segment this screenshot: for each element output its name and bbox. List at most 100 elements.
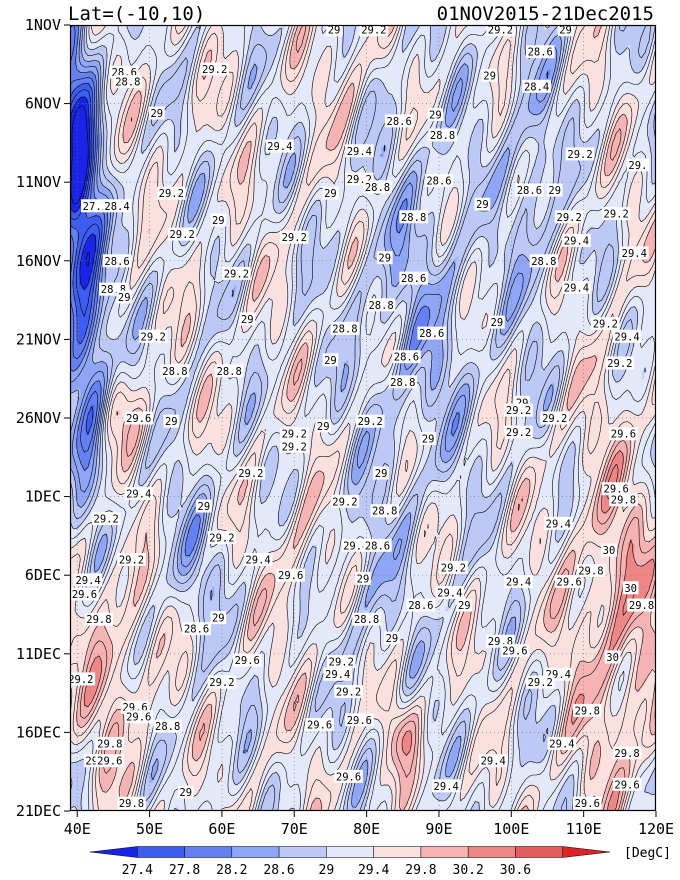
contour-label-bg bbox=[604, 650, 621, 664]
title-group: Lat=(-10,10) 01NOV2015-21Dec2015 bbox=[68, 3, 654, 25]
colorbar-swatch bbox=[137, 846, 185, 858]
contour-label: 29.6 bbox=[235, 655, 260, 667]
contour-label-bg bbox=[572, 796, 602, 810]
colorbar-level-label: 28.2 bbox=[216, 863, 247, 878]
contour-label: 29.4 bbox=[253, 812, 278, 824]
contour-label: 29.6 bbox=[557, 576, 582, 588]
contour-label: 29.8 bbox=[575, 705, 600, 717]
contour-label: 29.6 bbox=[72, 589, 97, 601]
colorbar-level-label: 28.6 bbox=[263, 863, 294, 878]
contour-label: 29.4 bbox=[437, 587, 462, 599]
contour-label-bg bbox=[326, 655, 356, 669]
contour-label-bg bbox=[612, 746, 642, 760]
colorbar: 27.4 27.8 28.2 28.6 29 29.4 29.8 30.2 30.6 [DegC] bbox=[89, 846, 671, 878]
contour-label-bg bbox=[81, 199, 110, 213]
contour-label-bg bbox=[540, 411, 570, 425]
contour-label-bg bbox=[366, 298, 396, 312]
contour-label-bg bbox=[544, 516, 573, 530]
contour-label-bg bbox=[323, 667, 352, 681]
colorbar-swatch bbox=[420, 846, 469, 858]
contour-label: 29 bbox=[339, 826, 352, 838]
contour-label-bg bbox=[70, 672, 96, 686]
contour-label: 29.2 bbox=[336, 687, 361, 699]
contour-label: 28.6 bbox=[426, 176, 451, 188]
x-tick-label: 120E bbox=[638, 820, 674, 838]
contour-label: 29.2 bbox=[332, 496, 357, 508]
y-tick-label: 6DEC bbox=[25, 566, 61, 584]
contour-label-bg bbox=[337, 825, 353, 838]
contour-label: 29.8 bbox=[611, 495, 636, 507]
contour-label: 29.4 bbox=[614, 331, 639, 343]
colorbar-swatch bbox=[562, 846, 611, 858]
contour-label-bg bbox=[619, 246, 649, 260]
contour-label: 28.6 bbox=[184, 624, 209, 636]
contour-label: 28.4 bbox=[104, 201, 129, 213]
contour-label-bg bbox=[341, 538, 371, 552]
contour-label-bg bbox=[160, 364, 190, 378]
contour-label: 29.8 bbox=[86, 614, 111, 626]
colorbar-swatch bbox=[89, 846, 138, 858]
contour-label: 28.6 bbox=[419, 328, 444, 340]
contour-label-bg bbox=[504, 403, 533, 417]
contour-label: 29.4 bbox=[75, 575, 100, 587]
contour-label-bg bbox=[370, 504, 400, 518]
contour-label-bg bbox=[207, 675, 237, 689]
contour-label: 29.4 bbox=[506, 576, 531, 588]
contour-label-bg bbox=[435, 585, 465, 599]
x-tick-label: 40E bbox=[64, 820, 91, 838]
contour-label-bg bbox=[326, 25, 342, 37]
contour-label-bg bbox=[156, 186, 186, 200]
contour-label-bg bbox=[504, 425, 533, 439]
contour-label: 29.4 bbox=[549, 738, 574, 750]
contour-label-bg bbox=[456, 598, 473, 612]
contour-label: 29.6 bbox=[336, 771, 361, 783]
contour-label: 28.6 bbox=[365, 540, 390, 552]
contour-label: 29.4 bbox=[267, 141, 292, 153]
contour-label-bg bbox=[601, 482, 631, 496]
contour-label: 29.2 bbox=[593, 319, 618, 331]
contour-label-bg bbox=[392, 350, 421, 364]
contour-label-bg bbox=[373, 466, 389, 480]
contour-label: 29 bbox=[378, 253, 391, 265]
contour-label-bg bbox=[359, 25, 389, 37]
contour-label: 29 bbox=[357, 573, 370, 585]
contour-label-bg bbox=[91, 512, 121, 526]
contour-label: 29.2 bbox=[528, 677, 553, 689]
colorbar-swatch bbox=[326, 846, 374, 858]
contour-label: 28.8 bbox=[332, 323, 357, 335]
colorbar-level-label: 27.8 bbox=[169, 863, 200, 878]
contour-label-bg bbox=[562, 281, 591, 295]
contour-label-bg bbox=[315, 419, 332, 433]
contour-label: 29.8 bbox=[97, 738, 122, 750]
colorbar-swatch bbox=[467, 846, 516, 858]
contour-label: 29.6 bbox=[126, 413, 151, 425]
colorbar-swatch bbox=[515, 846, 563, 858]
contour-label-bg bbox=[591, 317, 620, 331]
y-tick-label: 21DEC bbox=[16, 802, 61, 820]
x-tick-label: 50E bbox=[136, 820, 163, 838]
contour-label-bg bbox=[355, 571, 371, 585]
contour-label-bg bbox=[102, 254, 132, 268]
contour-label-bg bbox=[207, 530, 237, 544]
colorbar-level-label: 27.4 bbox=[122, 863, 153, 878]
contour-label: 29.6 bbox=[611, 429, 636, 441]
contour-label: 29 bbox=[317, 421, 330, 433]
contour-label: 28.6 bbox=[517, 185, 542, 197]
contour-label-bg bbox=[138, 329, 168, 343]
contour-label: 29.2 bbox=[159, 188, 184, 200]
contour-label-bg bbox=[73, 573, 103, 587]
contour-label: 29.2 bbox=[202, 64, 227, 76]
contour-label-bg bbox=[439, 560, 468, 574]
y-tick-label: 1DEC bbox=[25, 488, 61, 506]
contour-label: 29.6 bbox=[126, 712, 151, 724]
y-tick-label: 6NOV bbox=[25, 95, 61, 113]
contour-label-bg bbox=[420, 431, 437, 445]
contour-label-bg bbox=[117, 552, 146, 566]
contour-line bbox=[76, 25, 656, 811]
contour-label: 30 bbox=[624, 583, 637, 595]
colorbar-swatch bbox=[184, 846, 233, 858]
contour-label: 29.4 bbox=[434, 781, 459, 793]
y-tick-label: 1NOV bbox=[25, 16, 61, 34]
contour-label: 28.8 bbox=[531, 256, 556, 268]
contour-label: 29.8 bbox=[629, 600, 654, 612]
